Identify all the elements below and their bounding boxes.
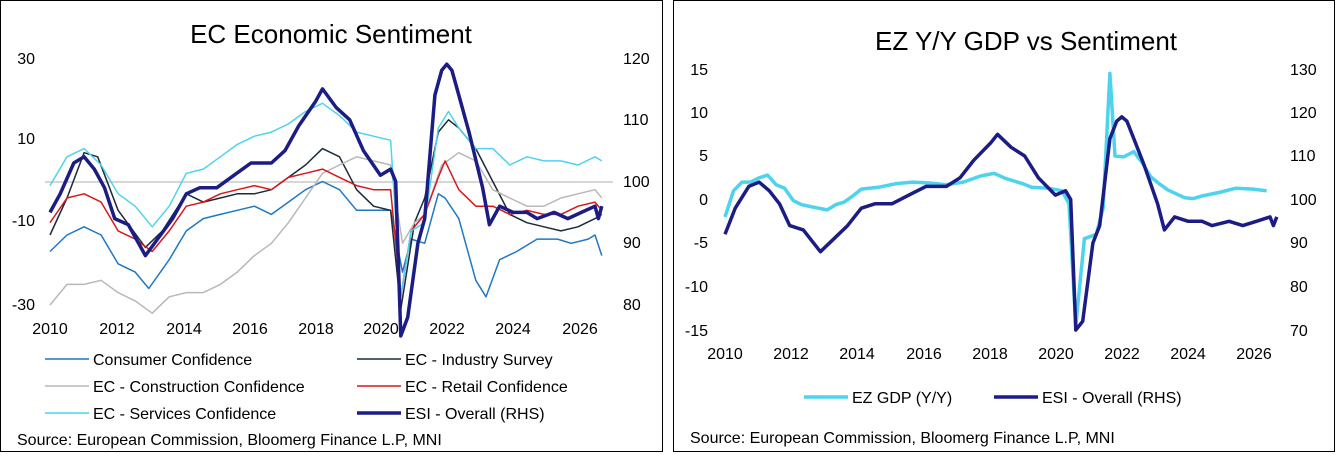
source-note: Source: European Commission, Bloomerg Fi…: [17, 432, 442, 449]
x-tick-label: 2022: [429, 321, 465, 338]
series-group: [723, 71, 1279, 332]
x-tick-label: 2020: [363, 321, 399, 338]
y2-tick-label: 80: [1290, 279, 1308, 296]
legend-label: EZ GDP (Y/Y): [852, 390, 952, 407]
chart-panel-ec-economic-sentiment: EC Economic Sentiment 30 10 -10 -30 120 …: [0, 0, 663, 452]
x-tick-label: 2018: [298, 321, 334, 338]
legend-item-construction-confidence: EC - Construction Confidence: [45, 379, 305, 396]
y2-tick-label: 110: [1290, 148, 1316, 165]
legend-item-retail-confidence: EC - Retail Confidence: [357, 379, 568, 396]
series-group: [48, 62, 604, 338]
legend-item-services-confidence: EC - Services Confidence: [45, 406, 276, 423]
y-tick-label: 10: [17, 131, 35, 148]
y-axis-left: 15 10 5 0 -5 -10 -15: [685, 62, 708, 340]
x-tick-label: 2018: [972, 346, 1008, 363]
y2-tick-label: 130: [1290, 62, 1317, 79]
y-tick-label: -5: [694, 235, 708, 252]
chart-title: EC Economic Sentiment: [190, 19, 473, 49]
y2-tick-label: 120: [623, 51, 650, 68]
y-axis-left: 30 10 -10 -30: [12, 51, 35, 314]
x-tick-label: 2012: [99, 321, 135, 338]
legend-label: EC - Construction Confidence: [93, 379, 305, 396]
legend-item-esi-overall: ESI - Overall (RHS): [994, 390, 1182, 407]
y2-tick-label: 100: [1290, 192, 1317, 209]
y-tick-label: 5: [699, 148, 708, 165]
y2-tick-label: 100: [623, 174, 650, 191]
x-axis: 2010 2012 2014 2016 2018 2020 2022 2024 …: [32, 321, 598, 338]
x-axis: 2010 2012 2014 2016 2018 2020 2022 2024 …: [707, 346, 1272, 363]
y-tick-label: -10: [685, 279, 708, 296]
series-line-ec-industry-survey: [49, 119, 603, 310]
legend-label: EC - Retail Confidence: [405, 379, 568, 396]
x-tick-label: 2020: [1038, 346, 1074, 363]
x-tick-label: 2024: [1170, 346, 1206, 363]
series-line-ez-gdp-y-y: [723, 71, 1267, 328]
legend-item-esi-overall: ESI - Overall (RHS): [357, 406, 545, 423]
series-line-ec-construction-confidence: [49, 151, 603, 314]
chart-title: EZ Y/Y GDP vs Sentiment: [875, 26, 1178, 56]
y2-tick-label: 90: [623, 235, 641, 252]
legend-label: EC - Services Confidence: [93, 406, 276, 423]
legend-label: ESI - Overall (RHS): [405, 406, 545, 423]
chart-ec-economic-sentiment: EC Economic Sentiment 30 10 -10 -30 120 …: [12, 19, 650, 449]
y-tick-label: 10: [690, 105, 708, 122]
series-line-esi-overall-rhs: [48, 62, 604, 338]
x-tick-label: 2014: [839, 346, 875, 363]
x-tick-label: 2012: [773, 346, 809, 363]
y-tick-label: 0: [699, 192, 708, 209]
legend: EZ GDP (Y/Y) ESI - Overall (RHS): [804, 390, 1182, 407]
legend-item-ez-gdp: EZ GDP (Y/Y): [804, 390, 952, 407]
y-tick-label: -15: [685, 323, 708, 340]
series-line-esi-overall-rhs: [723, 115, 1279, 332]
legend-item-consumer-confidence: Consumer Confidence: [45, 352, 252, 369]
x-tick-label: 2026: [1236, 346, 1272, 363]
chart-ez-gdp-vs-sentiment: EZ Y/Y GDP vs Sentiment 15 10 5 0 -5 -10…: [685, 26, 1317, 447]
x-tick-label: 2014: [166, 321, 202, 338]
source-note: Source: European Commission, Bloomerg Fi…: [690, 430, 1115, 447]
x-tick-label: 2010: [32, 321, 68, 338]
y2-tick-label: 90: [1290, 235, 1308, 252]
chart-panel-ez-gdp-vs-sentiment: EZ Y/Y GDP vs Sentiment 15 10 5 0 -5 -10…: [673, 0, 1335, 452]
y-tick-label: 30: [17, 51, 35, 68]
legend-item-industry-survey: EC - Industry Survey: [357, 352, 553, 369]
y2-tick-label: 120: [1290, 105, 1317, 122]
x-tick-label: 2024: [495, 321, 531, 338]
series-line-consumer-confidence: [49, 180, 603, 298]
x-tick-label: 2010: [707, 346, 743, 363]
legend-label: ESI - Overall (RHS): [1042, 390, 1182, 407]
legend: Consumer Confidence EC - Industry Survey…: [45, 352, 568, 423]
y-tick-label: -30: [12, 297, 35, 314]
legend-label: Consumer Confidence: [93, 352, 252, 369]
x-tick-label: 2026: [562, 321, 598, 338]
y-axis-right: 130 120 110 100 90 80 70: [1290, 62, 1317, 340]
y-tick-label: 15: [690, 62, 708, 79]
x-tick-label: 2022: [1104, 346, 1140, 363]
y-tick-label: -10: [12, 213, 35, 230]
legend-label: EC - Industry Survey: [405, 352, 553, 369]
y-axis-right: 120 110 100 90 80: [623, 51, 650, 314]
y2-tick-label: 110: [623, 112, 649, 129]
series-line-ec-services-confidence: [49, 102, 603, 298]
y2-tick-label: 70: [1290, 323, 1308, 340]
y2-tick-label: 80: [623, 297, 641, 314]
x-tick-label: 2016: [232, 321, 268, 338]
x-tick-label: 2016: [906, 346, 942, 363]
